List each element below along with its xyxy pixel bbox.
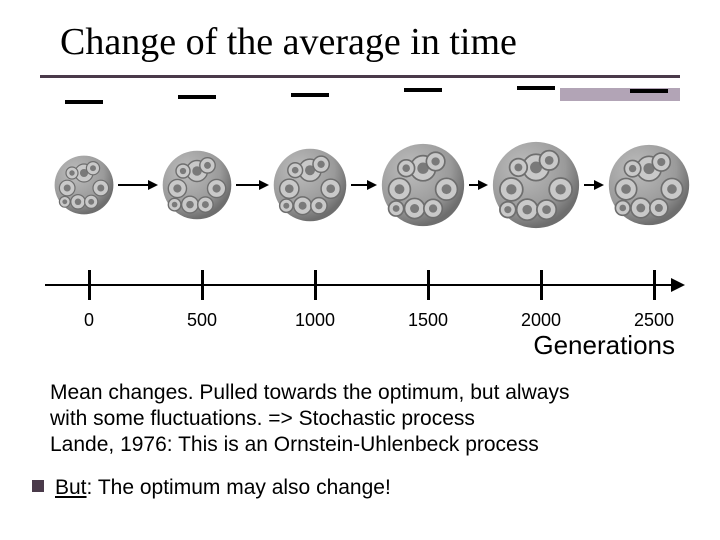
mean-marker [404, 88, 442, 92]
coccolith-icon [381, 143, 465, 227]
body-line-2: with some fluctuations. => Stochastic pr… [50, 406, 475, 432]
body-line-1: Mean changes. Pulled towards the optimum… [50, 380, 569, 406]
coccolith-item [54, 155, 114, 215]
coccolith-row [40, 125, 690, 245]
mean-marker [291, 93, 329, 97]
axis-tick-label: 1000 [295, 310, 335, 331]
axis-tick-label: 1500 [408, 310, 448, 331]
title-underline [40, 75, 680, 78]
body-line-3: Lande, 1976: This is an Ornstein-Uhlenbe… [50, 432, 539, 458]
mean-marker [630, 89, 668, 93]
but-underlined: But [55, 476, 87, 499]
axis-tick [88, 270, 91, 300]
mean-marker [65, 100, 103, 104]
axis-tick [653, 270, 656, 300]
axis-tick [427, 270, 430, 300]
coccolith-item [608, 144, 690, 226]
axis-tick-label: 0 [84, 310, 94, 331]
axis-line [45, 284, 673, 286]
coccolith-icon [492, 141, 580, 229]
but-rest: : The optimum may also change! [87, 476, 391, 499]
page-title: Change of the average in time [60, 20, 517, 64]
axis-tick-label: 500 [187, 310, 217, 331]
axis-tick [540, 270, 543, 300]
evolution-arrow-icon [351, 180, 377, 190]
axis-tick-label: 2500 [634, 310, 674, 331]
evolution-arrow-icon [469, 180, 488, 190]
bullet-square-icon [32, 480, 44, 492]
mean-marker [517, 86, 555, 90]
coccolith-icon [54, 155, 114, 215]
evolution-arrow-icon [118, 180, 158, 190]
coccolith-item [492, 141, 580, 229]
x-axis [45, 270, 685, 300]
coccolith-icon [608, 144, 690, 226]
coccolith-icon [273, 148, 347, 222]
mean-marker [178, 95, 216, 99]
coccolith-item [273, 148, 347, 222]
axis-arrow-icon [671, 278, 685, 292]
body-line-but: But: The optimum may also change! [55, 476, 391, 500]
axis-title: Generations [533, 330, 675, 361]
axis-tick [201, 270, 204, 300]
axis-tick [314, 270, 317, 300]
evolution-arrow-icon [236, 180, 269, 190]
evolution-arrow-icon [584, 180, 604, 190]
coccolith-item [162, 150, 232, 220]
axis-tick-label: 2000 [521, 310, 561, 331]
coccolith-icon [162, 150, 232, 220]
coccolith-item [381, 143, 465, 227]
timeline-diagram: 0 500 1000 1500 2000 2500 [40, 100, 690, 330]
